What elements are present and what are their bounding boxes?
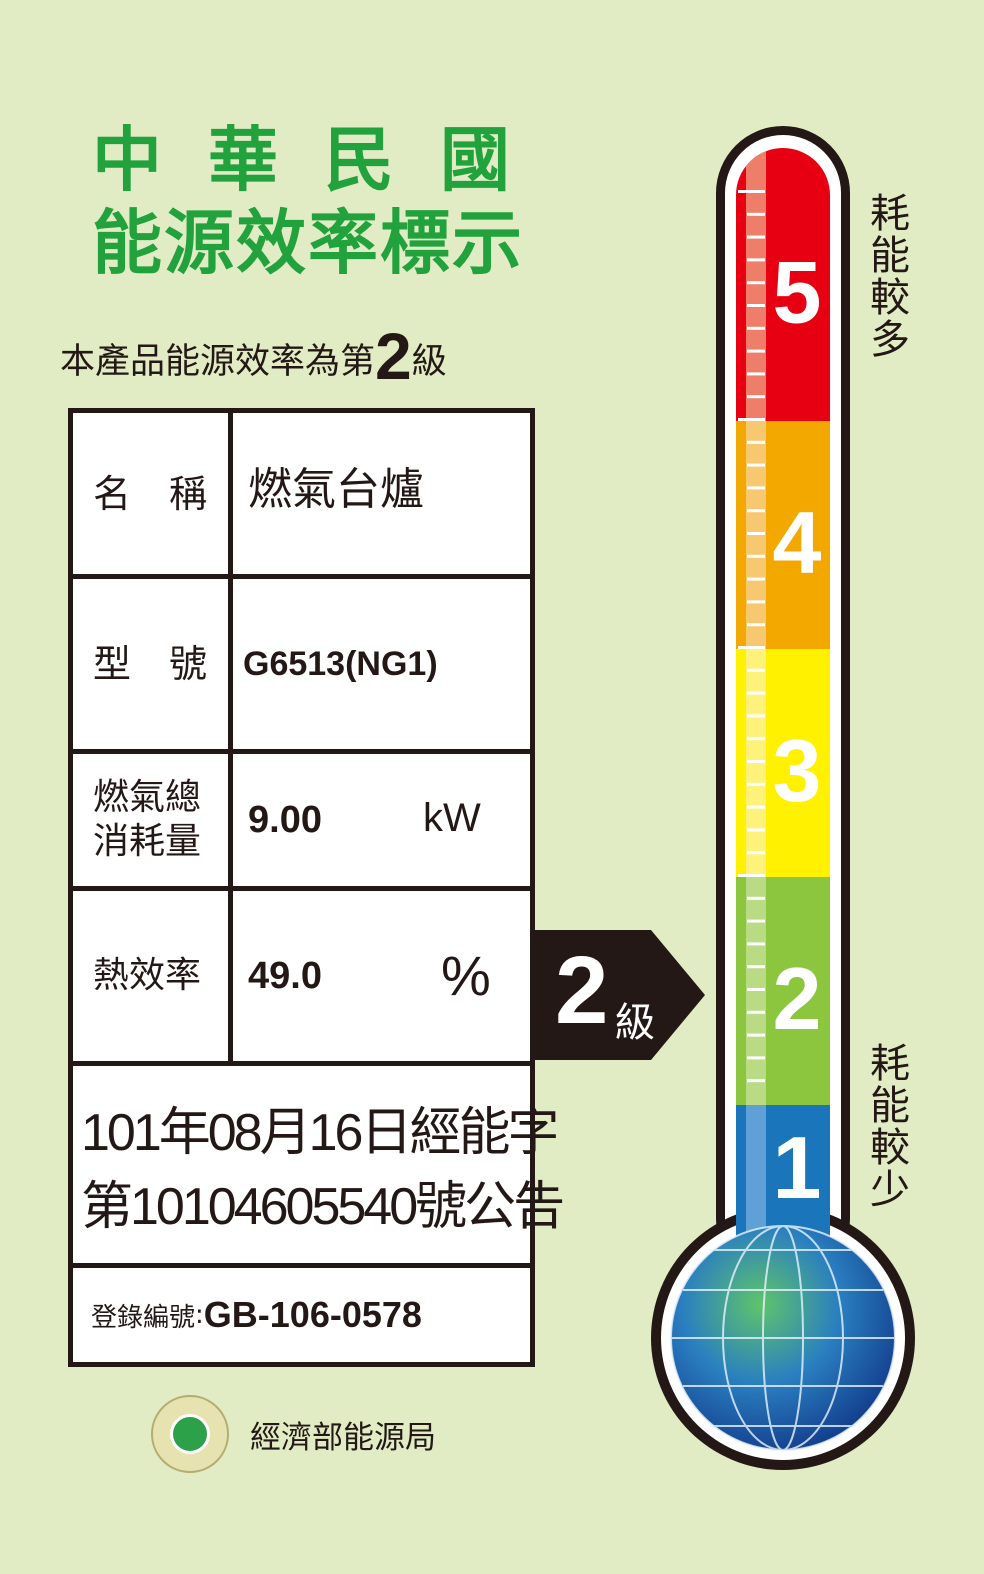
statement-prefix: 本產品能源效率為第: [60, 342, 376, 382]
scale-tick: [747, 486, 765, 490]
efficiency-label: 熱效率: [73, 891, 233, 1061]
spec-table: 名 稱 燃氣台爐 型 號 G6513(NG1) 燃氣總 消耗量 9.00 kW 熱…: [68, 408, 565, 1367]
scale-tick: [747, 760, 765, 763]
level-1-number: 1: [773, 1118, 822, 1217]
model-value: G6513(NG1): [243, 644, 438, 683]
gas-label: 燃氣總 消耗量: [73, 754, 233, 886]
scale-tick: [747, 235, 765, 239]
scale-tick: [747, 988, 765, 991]
arrow-grade-number: 2: [555, 937, 609, 1044]
name-value: 燃氣台爐: [248, 464, 424, 515]
level-5-highlight: [746, 148, 766, 421]
more-consumption-label: 耗能較多: [863, 192, 909, 360]
scale-tick: [747, 1010, 765, 1014]
statement-suffix: 級: [411, 342, 447, 382]
scale-tick: [747, 851, 765, 855]
registration-label: 登錄編號: [91, 1302, 196, 1333]
registration-value: GB-106-0578: [203, 1294, 422, 1335]
efficiency-unit: %: [441, 944, 491, 1007]
agency-name: 經濟部能源局: [250, 1420, 436, 1456]
gas-label-1: 燃氣總: [93, 777, 202, 818]
registration: 登錄編號: GB-106-0578: [91, 1294, 422, 1335]
scale-tick: [738, 874, 765, 877]
efficiency-value: 49.0: [248, 954, 322, 997]
scale-tick: [738, 418, 765, 421]
scale-tick: [747, 896, 765, 900]
scale-tick: [747, 212, 765, 216]
scale-tick: [747, 805, 765, 809]
level-3-number: 3: [773, 721, 822, 820]
statement-grade: 2: [375, 319, 412, 393]
scale-tick: [747, 395, 765, 399]
scale-tick: [747, 828, 765, 832]
grade-arrow: 2 級: [533, 930, 708, 1060]
scale-tick: [747, 304, 765, 307]
less-consumption-label: 耗能較少: [863, 1042, 909, 1210]
scale-tick: [747, 1033, 765, 1037]
scale-tick: [747, 258, 765, 262]
scale-tick: [747, 349, 765, 353]
arrow-grade-unit: 級: [615, 1000, 655, 1046]
grade-statement: 本產品能源效率為第2級: [60, 318, 447, 394]
scale-tick: [747, 714, 765, 718]
scale-tick: [747, 623, 765, 627]
scale-tick: [747, 509, 765, 513]
scale-tick: [747, 942, 765, 946]
scale-tick: [747, 440, 765, 444]
scale-tick: [747, 532, 765, 535]
scale-tick: [738, 646, 765, 649]
scale-tick: [747, 965, 765, 969]
gas-unit: kW: [423, 796, 481, 840]
scale-tick: [747, 600, 765, 604]
scale-tick: [747, 281, 765, 285]
scale-tick: [747, 372, 765, 376]
scale-tick: [738, 190, 765, 193]
row-gas: 燃氣總 消耗量 9.00 kW: [73, 754, 530, 891]
scale-tick: [747, 554, 765, 558]
title-energy-label: 能源效率標示: [92, 202, 524, 284]
announcement-line2: 第10104605540號公告: [81, 1178, 565, 1236]
scale-tick: [747, 668, 765, 672]
level-5-number: 5: [773, 243, 822, 342]
scale-tick: [747, 1079, 765, 1083]
scale-tick: [747, 737, 765, 741]
level-4-number: 4: [773, 493, 822, 592]
scale-tick: [747, 919, 765, 923]
gas-label-2: 消耗量: [93, 821, 202, 862]
announcement-line1: 101年08月16日經能字: [81, 1104, 559, 1162]
row-model: 型 號 G6513(NG1): [73, 579, 530, 754]
scale-tick: [747, 782, 765, 786]
scale-tick: [747, 577, 765, 581]
scale-tick: [747, 1056, 765, 1060]
logo-emblem-icon: [170, 1414, 210, 1454]
row-efficiency: 熱效率 49.0 %: [73, 891, 530, 1066]
announcement: 101年08月16日經能字 第10104605540號公告: [73, 1066, 565, 1268]
model-label: 型 號: [73, 579, 233, 749]
gas-value: 9.00: [248, 798, 322, 841]
name-label: 名 稱: [73, 413, 233, 574]
scale-tick: [747, 326, 765, 330]
title-roc: 中華民國: [92, 119, 556, 201]
scale-tick: [747, 463, 765, 467]
level-2-number: 2: [773, 949, 822, 1048]
arrow-shape: [533, 930, 705, 1060]
bureau-of-energy-logo: [151, 1395, 229, 1473]
scale-tick: [747, 691, 765, 695]
row-name: 名 稱 燃氣台爐: [73, 413, 530, 579]
